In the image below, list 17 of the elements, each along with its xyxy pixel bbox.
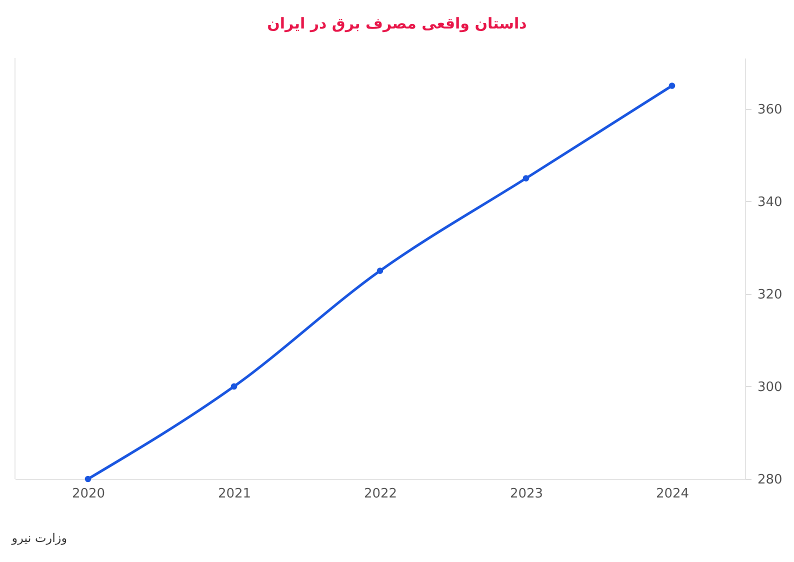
x-tick-label: 2020 (72, 486, 106, 502)
x-tick-label: 2023 (510, 486, 544, 502)
point (376, 268, 384, 274)
point (522, 175, 530, 182)
y-tick-label: 320 (758, 287, 782, 302)
text: وزارت نیرو (10, 531, 67, 545)
y-tick-label: 360 (758, 102, 782, 118)
point (84, 476, 92, 482)
x-tick-label: 2022 (364, 486, 398, 502)
x-tick-label: 2021 (218, 486, 252, 502)
point (230, 383, 238, 390)
chart-title: داستان واقعی مصرف برق در ایران (267, 14, 528, 32)
point (668, 82, 676, 89)
y-tick-label: 340 (758, 194, 782, 210)
y-tick-label: 280 (758, 472, 782, 488)
x-tick-label: 2024 (656, 486, 690, 502)
y-tick-label: 300 (758, 380, 782, 395)
